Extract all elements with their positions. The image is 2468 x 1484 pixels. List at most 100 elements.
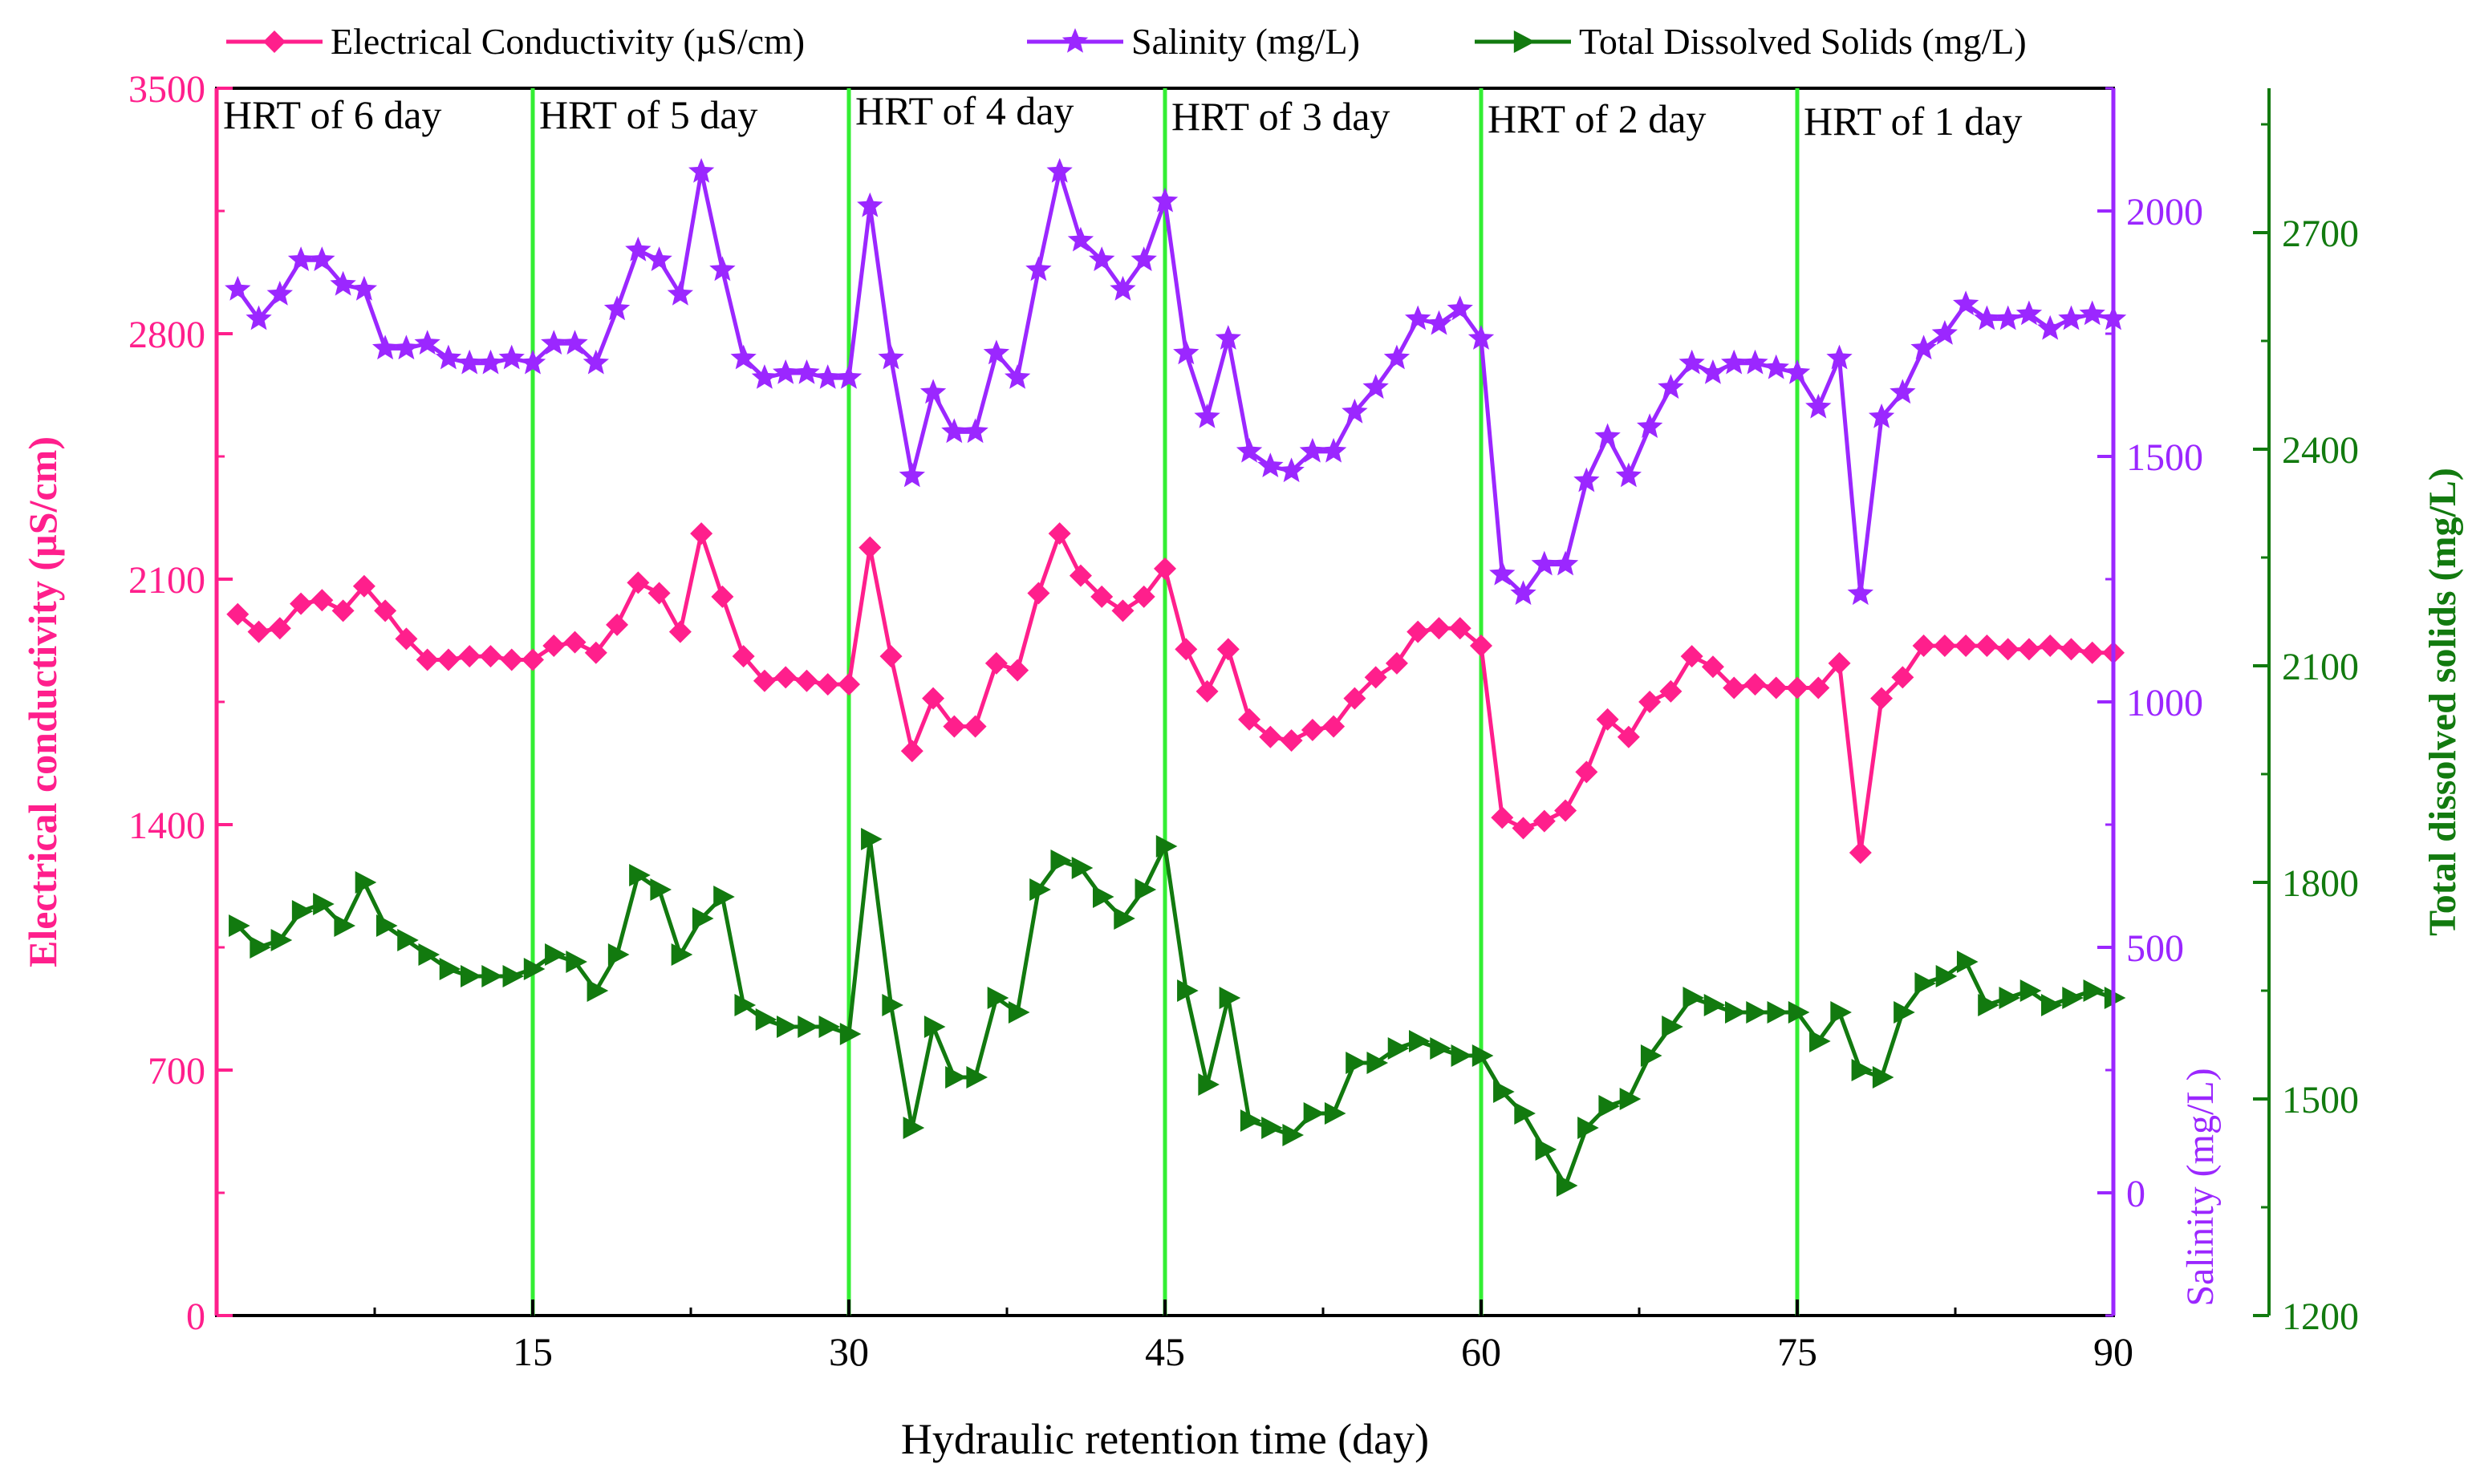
legend-symbol xyxy=(1061,28,1089,53)
data-point-ec xyxy=(1554,799,1577,822)
data-point-sal xyxy=(1910,335,1937,360)
data-point-sal xyxy=(1089,246,1115,271)
data-point-tds xyxy=(1619,1088,1642,1110)
data-point-tds xyxy=(1894,1001,1915,1024)
data-point-tds xyxy=(1135,878,1157,901)
data-point-tds xyxy=(1071,857,1094,879)
data-point-ec xyxy=(1069,564,1092,587)
data-point-sal xyxy=(1658,374,1684,399)
y-tick-label: 2100 xyxy=(128,559,205,602)
data-point-sal xyxy=(1362,374,1389,399)
data-point-sal xyxy=(1742,349,1768,375)
data-point-ec xyxy=(1680,645,1703,668)
data-point-tds xyxy=(1219,987,1241,1009)
data-point-tds xyxy=(502,965,525,987)
data-point-ec xyxy=(290,592,313,615)
data-point-sal xyxy=(794,359,820,384)
data-point-ec xyxy=(1743,673,1767,696)
data-point-ec xyxy=(1955,635,1978,658)
hrt-phases: HRT of 6 day HRT of 5 day HRT of 4 day HRT … xyxy=(223,88,2022,1316)
data-point-ec xyxy=(816,673,839,696)
data-point-tds xyxy=(777,1016,798,1038)
data-point-tds xyxy=(882,994,903,1016)
data-point-ec xyxy=(1027,582,1050,605)
data-point-tds xyxy=(1851,1059,1873,1081)
data-point-sal xyxy=(1236,437,1263,463)
data-point-tds xyxy=(1514,1102,1536,1125)
y-tick-label: 2800 xyxy=(128,314,205,356)
data-point-sal xyxy=(1594,423,1621,448)
data-point-ec xyxy=(1385,651,1408,675)
data-point-ec xyxy=(922,687,945,710)
data-point-ec xyxy=(964,715,987,738)
salinity-axis-label: Salinity (mg/L) xyxy=(2179,1068,2222,1306)
data-point-sal xyxy=(688,158,715,183)
y-tick-label: 2400 xyxy=(2282,429,2359,472)
data-point-ec xyxy=(1617,725,1640,748)
data-point-ec xyxy=(1807,676,1830,699)
data-point-ec xyxy=(2017,638,2040,661)
data-point-tds xyxy=(1387,1037,1410,1060)
data-point-tds xyxy=(1767,1001,1789,1024)
data-point-tds xyxy=(1029,878,1051,901)
legend-tds-label: Total Dissolved Solids (mg/L) xyxy=(1579,21,2027,62)
data-point-sal xyxy=(962,418,988,444)
data-point-ec xyxy=(774,666,798,689)
data-point-tds xyxy=(1093,886,1114,908)
data-point-ec xyxy=(1280,729,1303,752)
data-point-tds xyxy=(629,864,651,886)
data-point-ec xyxy=(1259,725,1282,748)
data-point-ec xyxy=(500,648,523,671)
data-point-tds xyxy=(291,900,314,922)
data-point-ec xyxy=(1195,679,1219,703)
data-point-tds xyxy=(1050,849,1073,872)
data-point-sal xyxy=(1130,246,1157,271)
legend-salinity-marker xyxy=(1027,28,1123,53)
data-point-tds xyxy=(418,943,440,966)
data-point-sal xyxy=(835,364,863,389)
y-tick-label: 1400 xyxy=(128,805,205,847)
data-point-tds xyxy=(1366,1052,1389,1074)
data-point-ec xyxy=(1638,691,1662,713)
data-point-tds xyxy=(587,979,609,1002)
x-axis-label: Hydraulic retention time (day) xyxy=(901,1415,1429,1463)
data-point-ec xyxy=(838,673,860,696)
data-point-ec xyxy=(1448,617,1471,640)
y-tick-label: 1500 xyxy=(2126,436,2203,479)
data-point-tds xyxy=(439,958,461,980)
series-line-sal xyxy=(236,169,2114,596)
data-point-tds xyxy=(923,1016,946,1038)
data-point-sal xyxy=(1763,354,1789,379)
data-point-sal xyxy=(1637,413,1663,438)
data-point-sal xyxy=(1405,305,1431,330)
data-point-tds xyxy=(1008,1001,1030,1024)
data-point-tds xyxy=(1493,1081,1515,1103)
data-point-tds xyxy=(1914,972,1936,995)
data-point-sal xyxy=(1868,403,1895,428)
legend-ec-marker xyxy=(226,30,323,53)
data-point-sal xyxy=(225,275,251,301)
data-point-tds xyxy=(397,929,419,951)
data-point-ec xyxy=(668,620,692,643)
series-ec xyxy=(226,522,2125,864)
data-point-sal xyxy=(582,349,609,375)
data-point-sal xyxy=(1067,226,1094,252)
data-point-ec xyxy=(374,599,397,622)
series-line-ec xyxy=(236,531,2113,855)
data-point-sal xyxy=(266,281,293,306)
data-point-sal xyxy=(1299,437,1325,463)
data-point-ec xyxy=(522,648,544,671)
data-point-tds xyxy=(713,886,735,908)
data-point-tds xyxy=(1535,1138,1557,1161)
data-point-ec xyxy=(1470,635,1492,658)
data-point-sal xyxy=(519,349,546,375)
data-point-sal xyxy=(1383,344,1411,370)
data-point-ec xyxy=(1596,708,1619,731)
data-point-ec xyxy=(1975,635,1999,658)
data-point-tds xyxy=(1282,1124,1304,1146)
data-point-sal xyxy=(287,246,315,271)
data-point-tds xyxy=(1830,1001,1852,1024)
data-point-sal xyxy=(2015,300,2043,326)
data-point-ec xyxy=(1870,687,1894,710)
data-point-tds xyxy=(1872,1066,1894,1089)
